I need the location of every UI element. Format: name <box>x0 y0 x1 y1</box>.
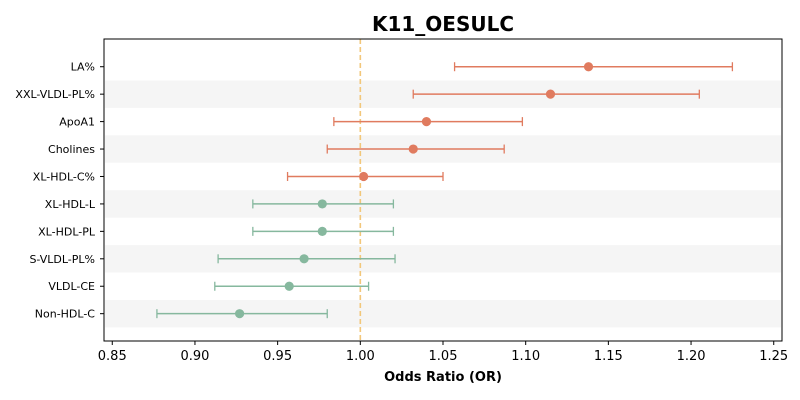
or-point <box>359 171 369 182</box>
y-tick-label: S-VLDL-PL% <box>29 253 95 266</box>
or-point <box>284 281 294 291</box>
row-mark-4 <box>286 171 444 182</box>
axes: 0.85 0.90 0.95 1.00 1.05 1.10 1.15 1.20 1.25 LA% X… <box>15 38 788 364</box>
x-tick-label: 0.95 <box>263 349 292 364</box>
row-band <box>105 190 781 218</box>
row-mark-8 <box>214 281 370 291</box>
or-point <box>317 199 327 209</box>
y-tick-label: XL-HDL-PL <box>38 225 96 238</box>
x-tick-label: 1.00 <box>346 349 375 364</box>
row-mark-9 <box>156 309 328 319</box>
y-tick-label: XL-HDL-L <box>45 198 96 211</box>
row-bands <box>105 80 781 328</box>
x-tick-label: 1.20 <box>677 349 706 364</box>
x-axis-label: Odds Ratio (OR) <box>384 370 502 385</box>
row-mark-2 <box>333 117 524 127</box>
y-tick-label: XL-HDL-C% <box>33 170 95 183</box>
y-tick-label: ApoA1 <box>59 116 95 129</box>
row-mark-7 <box>217 254 396 264</box>
row-mark-0 <box>453 62 734 72</box>
x-tick-label: 1.05 <box>429 349 458 364</box>
x-tick-label: 1.15 <box>594 349 623 364</box>
y-tick-label: VLDL-CE <box>48 280 95 293</box>
y-tick-label: XXL-VLDL-PL% <box>15 88 95 101</box>
row-mark-3 <box>326 144 505 154</box>
x-tick-label: 1.10 <box>511 349 540 364</box>
or-point <box>317 226 327 236</box>
or-point <box>235 309 245 319</box>
row-band <box>105 245 781 273</box>
or-point <box>583 62 594 72</box>
y-tick-label: Cholines <box>48 143 95 156</box>
x-tick-label: 0.90 <box>180 349 209 364</box>
row-mark-1 <box>412 89 700 99</box>
row-mark-6 <box>252 226 395 236</box>
data-marks <box>156 62 734 319</box>
y-tick-label: LA% <box>71 61 95 74</box>
or-point <box>408 144 418 154</box>
y-tick-label: Non-HDL-C <box>35 308 96 321</box>
x-tick-label: 0.85 <box>98 349 127 364</box>
or-point <box>421 117 432 127</box>
chart-title: K11_OESULC <box>372 12 514 36</box>
or-point <box>299 254 309 264</box>
or-point <box>545 89 556 99</box>
x-tick-label: 1.25 <box>759 349 788 364</box>
row-mark-5 <box>252 199 395 209</box>
